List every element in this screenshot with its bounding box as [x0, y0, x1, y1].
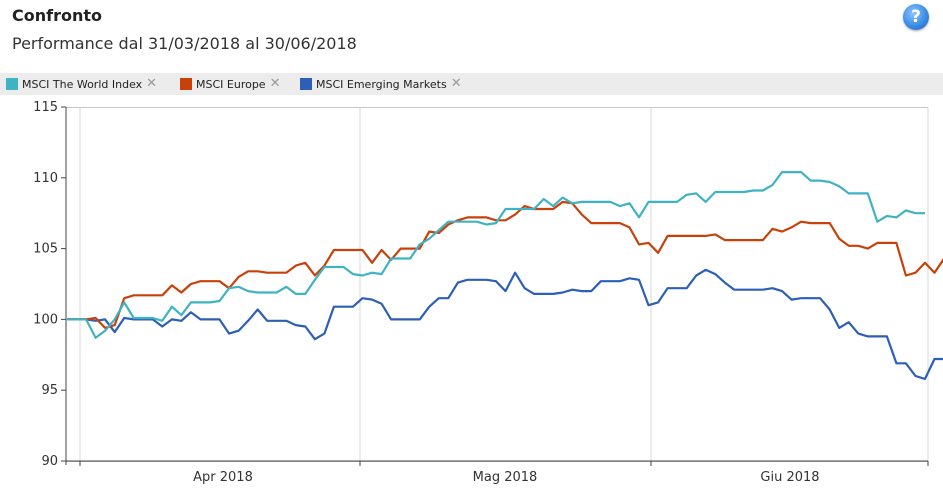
line-chart: 90 95 100 105 110 115 Apr 2018 Mag 2018 Giu 201…	[33, 100, 943, 485]
legend-swatch-emerging	[300, 78, 312, 90]
legend-swatch-world	[6, 78, 18, 90]
y-tick-label: 100	[33, 312, 58, 327]
y-tick-label: 110	[33, 171, 58, 186]
legend-label-europe: MSCI Europe	[196, 77, 266, 91]
y-tick-label: 95	[41, 383, 58, 398]
legend-label-emerging: MSCI Emerging Markets	[316, 77, 447, 91]
plot-area-border	[65, 107, 929, 462]
series-line-europe	[67, 200, 943, 329]
remove-series-emerging-icon[interactable]: ✕	[450, 76, 462, 91]
y-axis-labels: 90 95 100 105 110 115	[33, 100, 58, 469]
x-tick-label: Giu 2018	[760, 470, 819, 485]
chart-subtitle: Performance dal 31/03/2018 al 30/06/2018	[12, 34, 357, 53]
legend-item-europe[interactable]: MSCI Europe ✕	[180, 76, 280, 92]
legend-label-world: MSCI The World Index	[22, 77, 143, 91]
remove-series-world-icon[interactable]: ✕	[146, 76, 158, 91]
legend-swatch-europe	[180, 78, 192, 90]
legend-item-world[interactable]: MSCI The World Index ✕	[6, 76, 157, 92]
x-axis-labels: Apr 2018 Mag 2018 Giu 2018	[193, 470, 819, 485]
series-lines	[67, 170, 943, 380]
y-tick-label: 105	[33, 242, 58, 257]
chart-title: Confronto	[12, 6, 102, 25]
axes	[61, 106, 929, 466]
legend-bar: MSCI The World Index ✕ MSCI Europe ✕ MSC…	[0, 73, 943, 95]
x-tick-label: Apr 2018	[193, 470, 253, 485]
legend-item-emerging[interactable]: MSCI Emerging Markets ✕	[300, 76, 462, 92]
x-tick-label: Mag 2018	[473, 470, 538, 485]
remove-series-europe-icon[interactable]: ✕	[269, 76, 281, 91]
series-line-world	[67, 170, 925, 339]
y-tick-label: 90	[41, 454, 58, 469]
help-icon[interactable]: ?	[903, 4, 929, 30]
series-line-emerging	[67, 268, 943, 380]
gridlines	[79, 107, 929, 461]
y-tick-label: 115	[33, 100, 58, 115]
